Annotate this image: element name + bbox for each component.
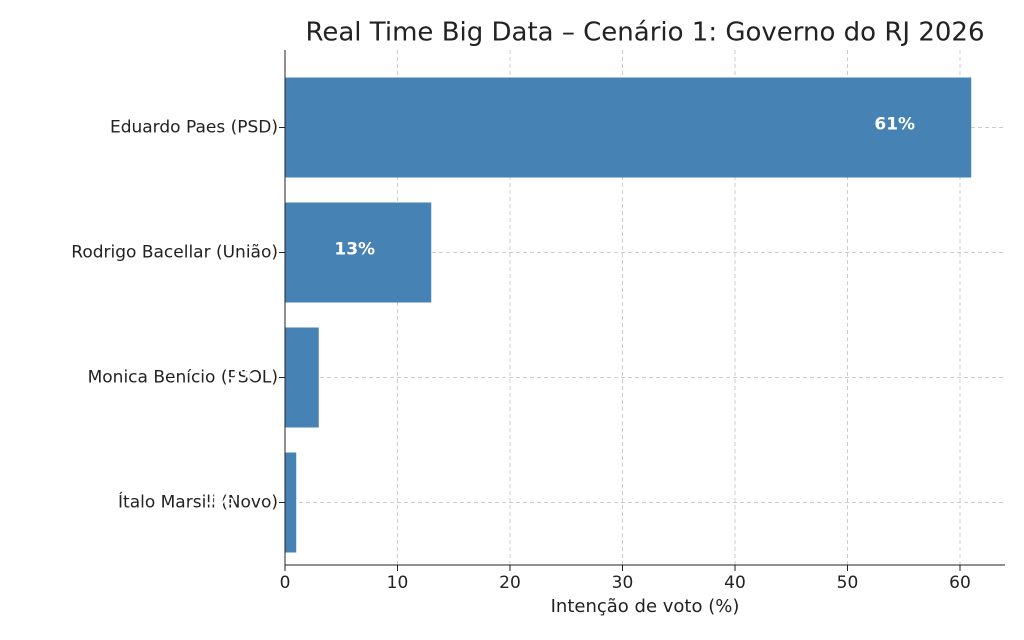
y-tick-label: Rodrigo Bacellar (União) [71, 243, 278, 263]
x-tick-label: 0 [280, 573, 291, 593]
chart-title: Real Time Big Data – Cenário 1: Governo … [305, 18, 984, 48]
x-tick-label: 60 [949, 573, 971, 593]
bar [285, 202, 432, 303]
y-tick-label: Eduardo Paes (PSD) [110, 118, 278, 138]
bar [285, 452, 297, 553]
data-label: 13% [334, 240, 375, 260]
x-tick-label: 20 [499, 573, 521, 593]
x-tick-label: 40 [724, 573, 746, 593]
x-axis-label: Intenção de voto (%) [551, 596, 740, 617]
bar [285, 327, 319, 428]
x-tick-label: 10 [387, 573, 409, 593]
y-tick-label: Monica Benício (PSOL) [88, 368, 278, 388]
bar [285, 77, 972, 178]
data-label: 61% [874, 115, 915, 135]
x-tick-label: 30 [612, 573, 634, 593]
data-label: 1% [205, 490, 234, 510]
y-tick-label: Ítalo Marsili (Novo) [118, 491, 278, 513]
x-tick-label: 50 [837, 573, 859, 593]
data-label: 3% [228, 365, 257, 385]
